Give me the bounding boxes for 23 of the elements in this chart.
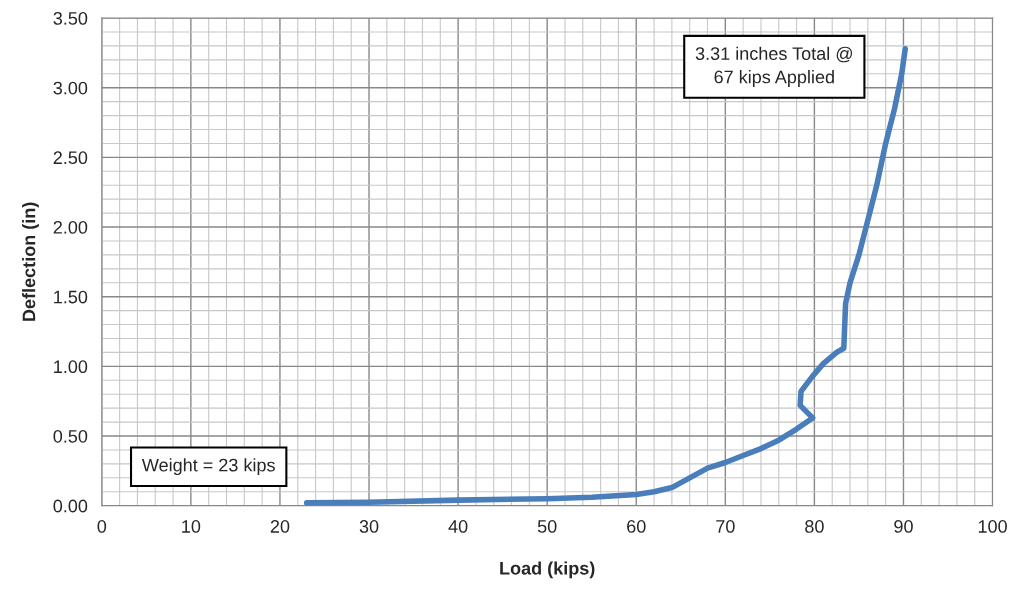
y-tick-label: 0.00 bbox=[53, 499, 88, 513]
y-tick-label: 3.00 bbox=[53, 81, 88, 95]
annotation: 3.31 inches Total @ 67 kips Applied bbox=[695, 46, 853, 87]
y-tick-label: 2.50 bbox=[53, 151, 88, 165]
x-tick-label: 50 bbox=[537, 520, 557, 533]
x-tick-label: 100 bbox=[978, 520, 1007, 533]
x-tick-label: 80 bbox=[805, 520, 824, 533]
x-tick-label: 30 bbox=[359, 520, 379, 533]
annotation: Weight = 23 kips bbox=[141, 458, 275, 476]
y-tick-label: 1.50 bbox=[54, 290, 88, 304]
y-tick-label: 3.50 bbox=[53, 11, 88, 25]
x-tick-label: 10 bbox=[182, 520, 201, 533]
x-tick-label: 90 bbox=[894, 520, 913, 533]
x-tick-label: 0 bbox=[97, 520, 107, 533]
x-axis-title: Load (kips) bbox=[500, 561, 595, 579]
y-tick-label: 1.00 bbox=[54, 360, 88, 374]
y-tick-label: 2.00 bbox=[53, 220, 88, 234]
x-tick-label: 40 bbox=[448, 520, 468, 533]
x-tick-label: 70 bbox=[716, 520, 735, 533]
y-tick-label: 0.50 bbox=[53, 429, 88, 443]
x-tick-label: 60 bbox=[627, 520, 646, 533]
x-tick-label: 20 bbox=[270, 520, 290, 533]
y-axis-title: Deflection (in) bbox=[22, 202, 39, 321]
